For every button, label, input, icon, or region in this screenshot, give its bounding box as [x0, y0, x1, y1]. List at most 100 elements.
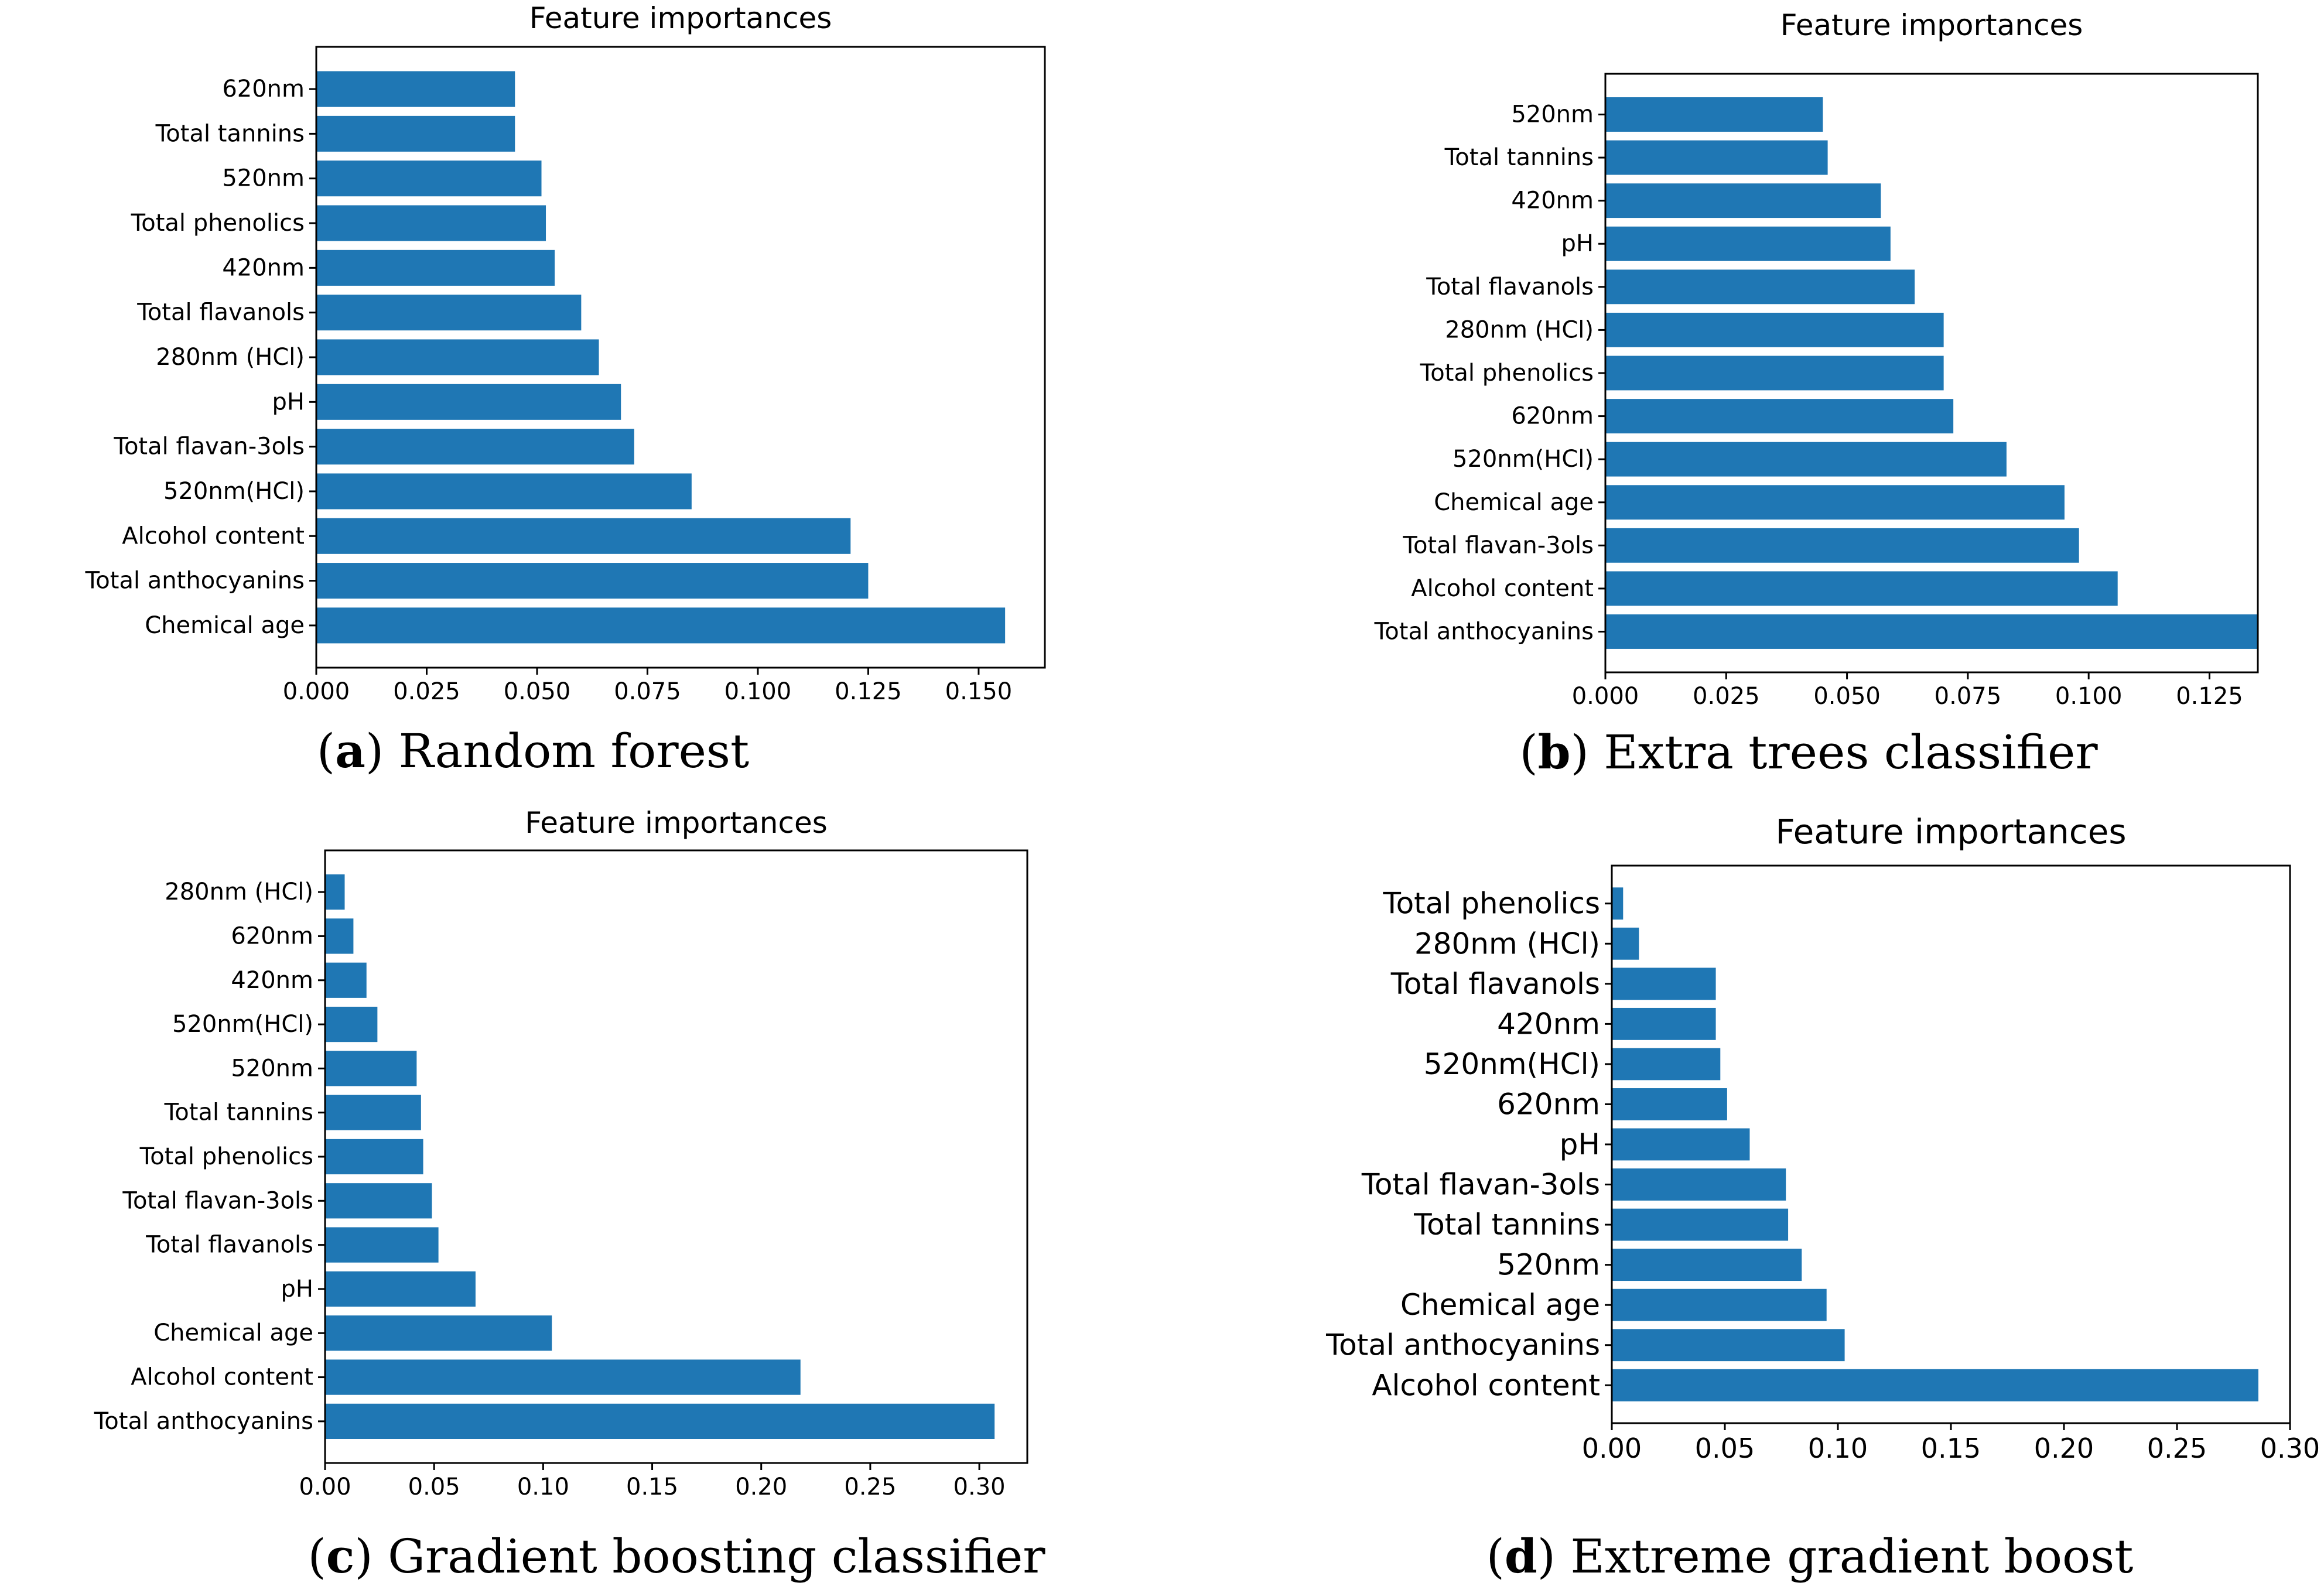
chart-title: Feature importances: [529, 1, 832, 35]
caption-letter: c: [326, 1529, 355, 1584]
bar: [316, 160, 542, 197]
y-tick-label: 520nm(HCl): [163, 478, 305, 505]
bar: [1612, 1007, 1716, 1040]
bar: [325, 1006, 378, 1042]
bar: [1605, 528, 2079, 563]
bar: [325, 1403, 995, 1439]
bar: [1605, 140, 1828, 175]
caption-paren-close: ): [1571, 725, 1604, 780]
x-tick-label: 0.100: [724, 678, 792, 705]
y-tick-label: 620nm: [231, 922, 313, 949]
bar: [325, 1359, 801, 1395]
bar: [1612, 887, 1624, 920]
chart-title: Feature importances: [1780, 8, 2083, 42]
panel-caption: (d) Extreme gradient boost: [1486, 1529, 2134, 1584]
y-tick-label: Alcohol content: [131, 1364, 313, 1391]
y-tick-label: Total phenolics: [1383, 887, 1600, 921]
y-tick-label: Total tannins: [1413, 1208, 1600, 1242]
bar: [1612, 1208, 1789, 1241]
x-tick-label: 0.25: [844, 1474, 896, 1500]
y-tick-label: Chemical age: [1400, 1288, 1600, 1322]
x-tick-label: 0.30: [2260, 1433, 2320, 1464]
bar: [1612, 968, 1716, 1000]
bar: [325, 1227, 439, 1263]
bar: [1612, 1249, 1802, 1281]
x-tick-label: 0.10: [517, 1474, 569, 1500]
bar: [325, 918, 354, 954]
chart-panel-a: Feature importances 620nm Total tannins 520…: [85, 1, 1046, 778]
y-tick-label: Total flavanols: [145, 1232, 313, 1259]
caption-paren-open: (: [1519, 725, 1537, 780]
chart-title: Feature importances: [1775, 812, 2126, 852]
x-tick-label: 0.05: [408, 1474, 460, 1500]
y-tick-label: pH: [272, 388, 305, 415]
y-tick-label: Alcohol content: [1411, 575, 1594, 602]
chart-title: Feature importances: [525, 806, 828, 840]
bar: [316, 249, 555, 286]
y-tick-label: 520nm(HCl): [1452, 446, 1594, 473]
bar: [1605, 312, 1944, 347]
chart-panel-d: Feature importances Total phenolics 280nm …: [1325, 812, 2320, 1584]
x-tick-label: 0.05: [1695, 1433, 1755, 1464]
y-tick-label: Alcohol content: [122, 522, 305, 549]
y-tick-label: Total flavanols: [1426, 274, 1594, 300]
y-tick-label: Total flavan-3ols: [113, 433, 305, 460]
y-tick-label: Total tannins: [164, 1099, 313, 1126]
axes-frame: [315, 46, 1046, 669]
bar: [325, 1051, 417, 1086]
x-tick-label: 0.075: [614, 678, 681, 705]
y-tick-label: 620nm: [222, 76, 305, 102]
y-tick-label: Total phenolics: [131, 210, 305, 237]
chart-panel-c: Feature importances 280nm (HCl) 620nm 420nm…: [94, 806, 1046, 1584]
bar: [1612, 1329, 1845, 1362]
y-tick-label: Total tannins: [155, 120, 305, 147]
y-tick-label: 620nm: [1511, 403, 1594, 430]
x-tick-label: 0.150: [945, 678, 1013, 705]
caption-paren-open: (: [1486, 1529, 1505, 1584]
x-tick-label: 0.050: [1813, 683, 1881, 710]
caption-label: Random forest: [399, 724, 750, 778]
y-tick-label: Total phenolics: [1420, 360, 1594, 387]
y-tick-label: 420nm: [1497, 1007, 1600, 1041]
y-tick-label: Chemical age: [1434, 489, 1594, 516]
axes-frame: [1604, 73, 2259, 674]
x-tick-label: 0.20: [2034, 1433, 2094, 1464]
bar: [1612, 1168, 1786, 1201]
x-tick-label: 0.15: [1921, 1433, 1981, 1464]
bar: [316, 71, 515, 107]
x-tick-label: 0.000: [283, 678, 350, 705]
bar: [1605, 571, 2118, 606]
bar: [316, 205, 546, 241]
y-tick-label: Total flavan-3ols: [1361, 1168, 1600, 1202]
bar: [1605, 355, 1944, 391]
bar: [316, 473, 692, 510]
y-tick-label: 520nm: [1497, 1248, 1600, 1282]
bar: [316, 563, 869, 599]
bar: [325, 1095, 421, 1130]
bar: [1605, 442, 2007, 477]
x-tick-label: 0.00: [299, 1474, 351, 1500]
bar: [316, 115, 515, 152]
y-tick-label: Total anthocyanins: [85, 568, 305, 594]
caption-letter: d: [1505, 1529, 1537, 1584]
x-tick-label: 0.000: [1572, 683, 1639, 710]
y-tick-label: 520nm: [222, 165, 305, 192]
bar: [1612, 1128, 1750, 1161]
caption-label: Extra trees classifier: [1604, 725, 2098, 780]
x-tick-label: 0.125: [2176, 683, 2243, 710]
caption-paren-close: ): [365, 724, 399, 778]
x-tick-label: 0.30: [953, 1474, 1006, 1500]
y-tick-label: pH: [1561, 230, 1594, 257]
x-tick-label: 0.025: [393, 678, 460, 705]
bar: [1605, 614, 2258, 649]
y-tick-label: 280nm (HCl): [156, 344, 305, 371]
bar: [316, 607, 1006, 644]
y-tick-label: pH: [1560, 1127, 1600, 1161]
x-tick-label: 0.00: [1582, 1433, 1642, 1464]
bar: [1612, 1048, 1721, 1081]
caption-label: Gradient boosting classifier: [388, 1529, 1045, 1584]
bar: [1605, 183, 1881, 218]
x-tick-label: 0.100: [2055, 683, 2123, 710]
x-tick-label: 0.025: [1693, 683, 1760, 710]
